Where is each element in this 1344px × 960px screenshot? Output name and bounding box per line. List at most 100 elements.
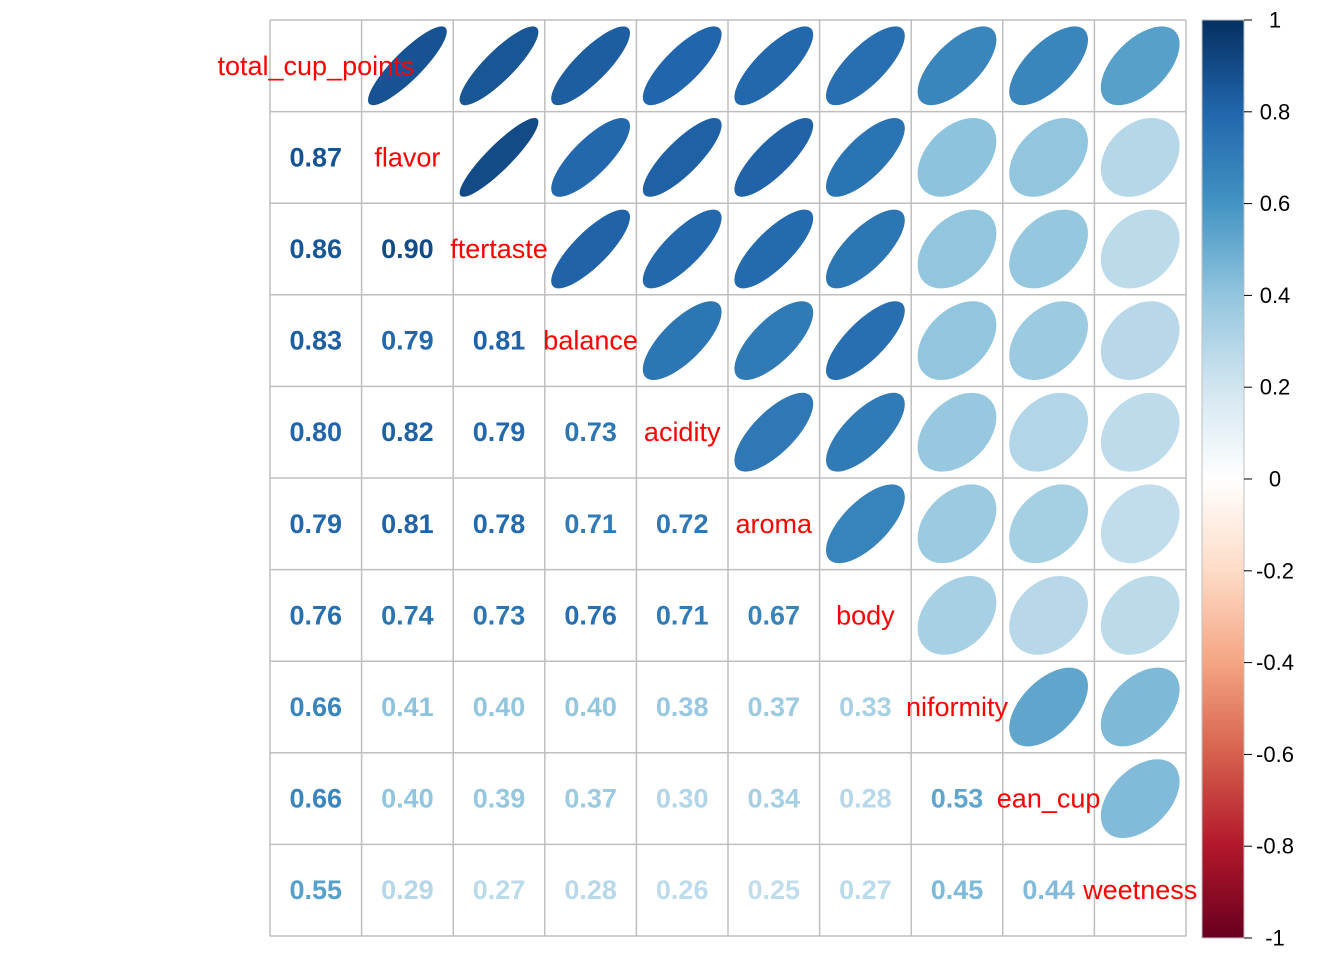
corr-ellipse-flavor-body xyxy=(826,118,905,197)
corr-value-aftertaste-flavor: 0.90 xyxy=(381,234,434,264)
corr-ellipse-total_cup_points-uniformity xyxy=(917,26,997,106)
colorbar-tick-label: 0.4 xyxy=(1260,283,1291,308)
corr-ellipse-aftertaste-uniformity xyxy=(917,209,997,289)
corr-value-sweetness-flavor: 0.29 xyxy=(381,875,434,905)
colorbar-tick-label: -0.2 xyxy=(1256,558,1294,583)
corr-ellipse-uniformity-sweetness xyxy=(1100,667,1180,747)
colorbar-tick-label: 0.8 xyxy=(1260,99,1291,124)
corr-ellipse-aroma-uniformity xyxy=(917,484,997,564)
corr-value-flavor-total_cup_points: 0.87 xyxy=(290,142,343,172)
variable-label-aftertaste: ftertaste xyxy=(450,234,548,264)
colorbar-tick-label: -1 xyxy=(1265,926,1285,951)
corr-ellipse-flavor-balance xyxy=(551,118,630,197)
corr-ellipse-aftertaste-sweetness xyxy=(1100,209,1180,289)
variable-label-aroma: aroma xyxy=(736,509,814,539)
corr-value-clean_cup-total_cup_points: 0.66 xyxy=(290,784,343,814)
corr-ellipse-body-clean_cup xyxy=(1009,576,1088,655)
corr-value-acidity-balance: 0.73 xyxy=(564,417,617,447)
corr-ellipse-total_cup_points-aroma xyxy=(734,26,814,106)
corr-value-sweetness-balance: 0.28 xyxy=(564,875,617,905)
corr-value-acidity-aftertaste: 0.79 xyxy=(473,417,526,447)
corr-ellipse-balance-uniformity xyxy=(917,301,997,380)
corr-value-uniformity-acidity: 0.38 xyxy=(656,692,709,722)
matrix-grid xyxy=(269,19,1187,937)
corr-ellipse-flavor-uniformity xyxy=(917,118,997,197)
corr-value-clean_cup-aftertaste: 0.39 xyxy=(473,784,526,814)
corr-value-clean_cup-body: 0.28 xyxy=(839,784,892,814)
corr-ellipse-aftertaste-clean_cup xyxy=(1009,209,1088,289)
corr-value-uniformity-total_cup_points: 0.66 xyxy=(290,692,343,722)
corr-value-uniformity-aroma: 0.37 xyxy=(748,692,801,722)
corr-value-uniformity-balance: 0.40 xyxy=(564,692,617,722)
corr-ellipse-balance-clean_cup xyxy=(1009,301,1088,380)
corr-ellipse-total_cup_points-flavor xyxy=(368,26,447,106)
corr-ellipse-total_cup_points-acidity xyxy=(642,26,722,106)
corr-value-balance-aftertaste: 0.81 xyxy=(473,326,526,356)
variable-label-uniformity: niformity xyxy=(906,692,1009,722)
corr-ellipse-flavor-clean_cup xyxy=(1009,118,1088,197)
corr-ellipse-total_cup_points-aftertaste xyxy=(459,26,539,106)
corr-value-clean_cup-flavor: 0.40 xyxy=(381,784,434,814)
corr-ellipse-total_cup_points-clean_cup xyxy=(1009,26,1088,106)
corr-value-sweetness-aroma: 0.25 xyxy=(748,875,801,905)
corr-ellipse-total_cup_points-body xyxy=(826,26,905,106)
corr-value-sweetness-acidity: 0.26 xyxy=(656,875,709,905)
corr-value-balance-flavor: 0.79 xyxy=(381,326,434,356)
corr-value-acidity-total_cup_points: 0.80 xyxy=(290,417,343,447)
corr-value-body-balance: 0.76 xyxy=(564,600,617,630)
matrix-cells: 0.87 0.86 0.90 0.83 0.79 0.81 0.80 0.82 0.79 0.73… xyxy=(290,26,1180,905)
corr-value-sweetness-uniformity: 0.45 xyxy=(931,875,984,905)
corr-value-clean_cup-balance: 0.37 xyxy=(564,784,617,814)
corr-value-clean_cup-acidity: 0.30 xyxy=(656,784,709,814)
corr-value-aroma-flavor: 0.81 xyxy=(381,509,434,539)
colorbar-tick-label: 1 xyxy=(1269,8,1281,33)
corr-ellipse-body-uniformity xyxy=(917,576,997,655)
corr-value-body-total_cup_points: 0.76 xyxy=(290,600,343,630)
corr-ellipse-flavor-aftertaste xyxy=(459,118,539,197)
colorbar: 1 0.8 0.6 0.4 0.2 0 -0.2 -0.4 -0.6 -0.8 -1 xyxy=(1201,8,1294,951)
corr-ellipse-body-sweetness xyxy=(1100,576,1180,655)
corr-value-body-aroma: 0.67 xyxy=(748,600,801,630)
corr-ellipse-flavor-acidity xyxy=(642,118,722,197)
variable-label-sweetness: weetness xyxy=(1082,875,1197,905)
corr-value-clean_cup-aroma: 0.34 xyxy=(748,784,801,814)
colorbar-gradient xyxy=(1201,19,1245,939)
corr-value-aroma-acidity: 0.72 xyxy=(656,509,709,539)
corr-ellipse-aftertaste-aroma xyxy=(734,209,814,289)
corr-ellipse-balance-body xyxy=(826,301,905,380)
corr-value-body-flavor: 0.74 xyxy=(381,600,434,630)
corr-value-body-aftertaste: 0.73 xyxy=(473,600,526,630)
variable-label-total_cup_points: total_cup_points xyxy=(217,51,414,81)
corr-ellipse-acidity-uniformity xyxy=(917,392,997,472)
corr-ellipse-acidity-sweetness xyxy=(1100,392,1180,472)
corr-ellipse-aroma-sweetness xyxy=(1100,484,1180,564)
corr-ellipse-aroma-body xyxy=(826,484,905,564)
corr-value-sweetness-total_cup_points: 0.55 xyxy=(290,875,343,905)
variable-label-clean_cup: ean_cup xyxy=(997,784,1101,814)
corr-ellipse-aroma-clean_cup xyxy=(1009,484,1088,564)
corr-value-sweetness-body: 0.27 xyxy=(839,875,892,905)
colorbar-tick-label: -0.8 xyxy=(1256,834,1294,859)
corr-value-clean_cup-uniformity: 0.53 xyxy=(931,784,984,814)
corr-ellipse-flavor-aroma xyxy=(734,118,814,197)
corr-ellipse-clean_cup-sweetness xyxy=(1100,759,1180,838)
corr-value-sweetness-clean_cup: 0.44 xyxy=(1022,875,1075,905)
corr-value-aroma-aftertaste: 0.78 xyxy=(473,509,526,539)
corr-ellipse-aftertaste-acidity xyxy=(642,209,722,289)
corr-value-uniformity-flavor: 0.41 xyxy=(381,692,434,722)
corr-ellipse-balance-sweetness xyxy=(1100,301,1180,380)
corr-value-uniformity-body: 0.33 xyxy=(839,692,892,722)
corr-ellipse-acidity-clean_cup xyxy=(1009,392,1088,472)
variable-label-body: body xyxy=(836,600,895,630)
corr-ellipse-aftertaste-body xyxy=(826,209,905,289)
corr-ellipse-uniformity-clean_cup xyxy=(1009,667,1088,747)
variable-label-acidity: acidity xyxy=(644,417,721,447)
colorbar-tick-label: -0.4 xyxy=(1256,650,1294,675)
corr-ellipse-balance-aroma xyxy=(734,301,814,380)
corr-value-balance-total_cup_points: 0.83 xyxy=(290,326,343,356)
colorbar-tick-label: 0 xyxy=(1269,467,1281,492)
corr-ellipse-total_cup_points-balance xyxy=(551,26,630,106)
colorbar-tick-label: 0.6 xyxy=(1260,191,1291,216)
corr-value-aftertaste-total_cup_points: 0.86 xyxy=(290,234,343,264)
